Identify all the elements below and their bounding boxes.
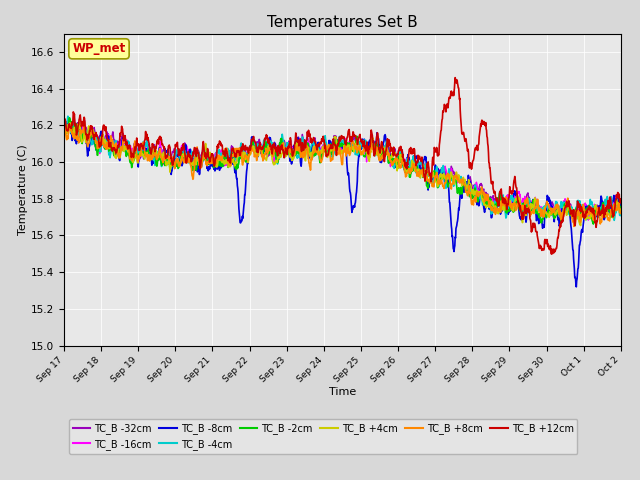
Title: Temperatures Set B: Temperatures Set B: [267, 15, 418, 30]
TC_B -32cm: [536, 215, 543, 221]
TC_B +12cm: [246, 147, 254, 153]
Line: TC_B -4cm: TC_B -4cm: [64, 116, 621, 222]
TC_B -2cm: [502, 206, 509, 212]
TC_B -8cm: [617, 199, 625, 204]
TC_B -8cm: [429, 174, 437, 180]
X-axis label: Time: Time: [329, 387, 356, 397]
TC_B +8cm: [81, 119, 88, 124]
TC_B -8cm: [572, 284, 580, 290]
TC_B -32cm: [246, 147, 254, 153]
TC_B +12cm: [548, 252, 556, 257]
Line: TC_B -8cm: TC_B -8cm: [64, 121, 621, 287]
TC_B +4cm: [577, 223, 584, 228]
TC_B +8cm: [246, 150, 254, 156]
Line: TC_B -16cm: TC_B -16cm: [64, 125, 621, 221]
TC_B -16cm: [575, 218, 583, 224]
TC_B +8cm: [570, 224, 578, 229]
TC_B -2cm: [551, 215, 559, 220]
TC_B -4cm: [551, 205, 559, 211]
TC_B -16cm: [184, 148, 192, 154]
TC_B +12cm: [170, 155, 178, 160]
TC_B -2cm: [65, 115, 73, 120]
TC_B +4cm: [246, 152, 254, 157]
TC_B -16cm: [551, 209, 559, 215]
TC_B +12cm: [502, 198, 509, 204]
TC_B +8cm: [184, 159, 192, 165]
TC_B +8cm: [60, 126, 68, 132]
TC_B +4cm: [502, 203, 509, 208]
TC_B -8cm: [60, 126, 68, 132]
TC_B -2cm: [589, 221, 597, 227]
TC_B -2cm: [429, 170, 437, 176]
TC_B -32cm: [70, 116, 78, 121]
TC_B +8cm: [171, 166, 179, 171]
TC_B -32cm: [552, 207, 559, 213]
TC_B +12cm: [451, 75, 459, 81]
Text: WP_met: WP_met: [72, 42, 125, 55]
TC_B -4cm: [246, 146, 254, 152]
TC_B -4cm: [184, 159, 192, 165]
TC_B +4cm: [617, 208, 625, 214]
TC_B -2cm: [184, 153, 192, 159]
Line: TC_B +4cm: TC_B +4cm: [64, 122, 621, 226]
TC_B +12cm: [184, 153, 191, 158]
TC_B -2cm: [60, 131, 68, 136]
TC_B -16cm: [429, 175, 437, 181]
TC_B -32cm: [171, 149, 179, 155]
TC_B -4cm: [571, 219, 579, 225]
Line: TC_B -32cm: TC_B -32cm: [64, 119, 621, 218]
TC_B -32cm: [502, 196, 509, 202]
TC_B -16cm: [246, 145, 254, 151]
Line: TC_B +8cm: TC_B +8cm: [64, 121, 621, 227]
TC_B -4cm: [64, 113, 72, 119]
TC_B -32cm: [60, 121, 68, 127]
TC_B +4cm: [429, 169, 437, 175]
TC_B -4cm: [60, 126, 68, 132]
TC_B -8cm: [171, 152, 179, 158]
TC_B +4cm: [60, 128, 68, 133]
TC_B -4cm: [502, 215, 509, 221]
TC_B +8cm: [502, 194, 509, 200]
TC_B +4cm: [76, 120, 83, 125]
TC_B -8cm: [65, 118, 72, 124]
TC_B +12cm: [552, 247, 559, 253]
TC_B +4cm: [184, 158, 192, 164]
TC_B -2cm: [246, 145, 254, 151]
TC_B -32cm: [184, 151, 192, 157]
TC_B -4cm: [617, 212, 625, 218]
Legend: TC_B -32cm, TC_B -16cm, TC_B -8cm, TC_B -4cm, TC_B -2cm, TC_B +4cm, TC_B +8cm, T: TC_B -32cm, TC_B -16cm, TC_B -8cm, TC_B …: [69, 419, 577, 454]
TC_B +12cm: [60, 118, 68, 123]
Line: TC_B -2cm: TC_B -2cm: [64, 118, 621, 224]
TC_B +12cm: [617, 200, 625, 206]
TC_B -8cm: [184, 154, 192, 160]
TC_B -16cm: [171, 160, 179, 166]
TC_B -8cm: [551, 208, 559, 214]
TC_B -16cm: [60, 125, 68, 131]
TC_B -4cm: [429, 180, 437, 186]
TC_B +12cm: [429, 155, 436, 160]
TC_B +8cm: [617, 211, 625, 216]
TC_B -4cm: [171, 152, 179, 157]
TC_B +4cm: [171, 161, 179, 167]
TC_B -16cm: [617, 205, 625, 211]
Line: TC_B +12cm: TC_B +12cm: [64, 78, 621, 254]
TC_B -8cm: [246, 146, 254, 152]
TC_B -32cm: [429, 171, 437, 177]
TC_B -2cm: [617, 204, 625, 210]
TC_B +8cm: [429, 182, 437, 188]
TC_B -2cm: [171, 162, 179, 168]
TC_B -8cm: [502, 196, 509, 202]
TC_B -32cm: [617, 202, 625, 208]
TC_B -16cm: [502, 196, 509, 202]
TC_B -16cm: [63, 122, 71, 128]
TC_B +4cm: [551, 212, 559, 217]
TC_B +8cm: [551, 206, 559, 212]
Y-axis label: Temperature (C): Temperature (C): [19, 144, 28, 235]
